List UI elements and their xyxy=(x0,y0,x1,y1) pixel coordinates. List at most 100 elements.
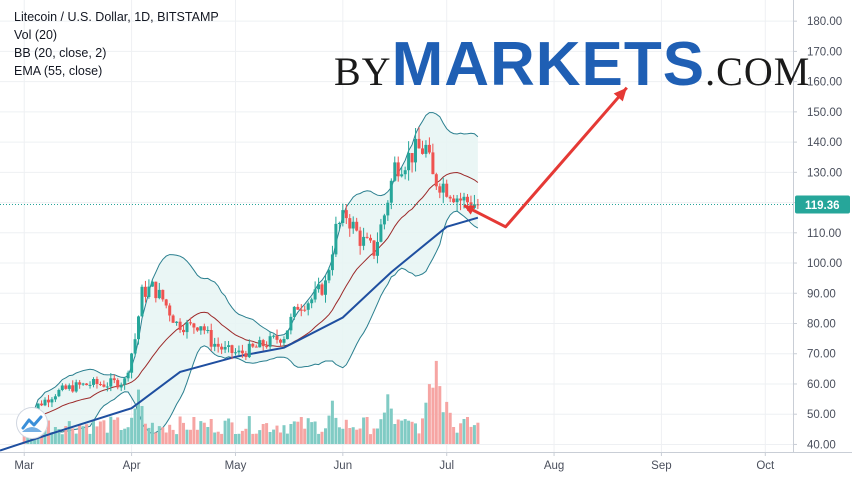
candle xyxy=(337,221,341,232)
volume-bar xyxy=(476,422,480,444)
candle-body xyxy=(317,284,321,290)
forecast-arrowhead xyxy=(613,87,627,102)
volume-bar xyxy=(175,434,179,444)
candle-body xyxy=(164,299,168,306)
candle-body xyxy=(126,372,130,379)
price-tick-label: 100.00 xyxy=(807,258,842,270)
candle-body xyxy=(227,345,231,347)
candle xyxy=(265,341,269,349)
volume-bar xyxy=(441,412,445,444)
candle-body xyxy=(209,330,213,347)
candle xyxy=(60,383,64,392)
candle-body xyxy=(421,148,424,154)
volume-bar xyxy=(116,417,120,444)
candle-body xyxy=(216,343,220,347)
candle xyxy=(317,277,321,293)
candle-body xyxy=(195,327,199,331)
candle-body xyxy=(185,322,189,333)
candle-body xyxy=(254,346,258,348)
candle-body xyxy=(320,284,324,295)
volume-bar xyxy=(247,416,251,444)
legend-symbol[interactable]: Litecoin / U.S. Dollar, 1D, BITSTAMP xyxy=(14,10,219,24)
candle-body xyxy=(140,286,144,317)
volume-bar xyxy=(379,419,383,444)
candle-body xyxy=(282,339,286,343)
candle-body xyxy=(324,280,327,295)
volume-bar xyxy=(192,417,196,444)
bollinger-lower xyxy=(23,210,479,438)
volume-bar xyxy=(393,424,397,444)
volume-bar xyxy=(53,427,57,444)
volume-bar xyxy=(133,408,137,444)
candle-body xyxy=(240,350,244,354)
candle-body xyxy=(389,180,393,203)
time-axis: Mar Apr May Jun Jul Aug Sep Oct xyxy=(0,452,852,482)
price-tick-label: 40.00 xyxy=(807,439,836,451)
candle xyxy=(334,216,338,257)
volume-bar xyxy=(296,421,300,444)
time-tick-label: Aug xyxy=(544,460,564,472)
candle xyxy=(434,172,438,190)
volume-bar xyxy=(216,431,220,444)
candle xyxy=(154,281,158,303)
candle-body xyxy=(102,384,106,387)
time-tick-label: May xyxy=(225,460,247,472)
tradingview-logo-icon[interactable] xyxy=(17,408,47,438)
volume-bar xyxy=(123,428,127,444)
candle-body xyxy=(137,316,140,340)
volume-bar xyxy=(417,433,421,444)
candle xyxy=(438,183,442,199)
volume-bar xyxy=(334,417,338,444)
candle xyxy=(50,397,54,408)
candle-body xyxy=(192,323,196,328)
candle xyxy=(161,289,165,302)
tradingview-logo-glyph xyxy=(21,415,43,432)
legend-bollinger[interactable]: BB (20, close, 2) xyxy=(14,46,107,60)
candle xyxy=(441,177,445,204)
price-tick-label: 180.00 xyxy=(807,16,842,28)
volume-bar xyxy=(50,433,54,444)
candle xyxy=(330,245,334,276)
candle xyxy=(220,343,224,355)
candle-body xyxy=(88,384,92,386)
candle xyxy=(362,227,366,251)
volume-bar xyxy=(272,429,276,444)
candle xyxy=(78,380,82,389)
volume-bar xyxy=(299,417,303,444)
candle-body xyxy=(299,309,303,311)
candle-body xyxy=(133,339,137,354)
candle-body xyxy=(407,153,411,171)
legend-volume[interactable]: Vol (20) xyxy=(14,28,58,42)
volume-bar xyxy=(358,428,362,444)
candle-body xyxy=(247,343,251,358)
time-tick-label: Mar xyxy=(14,460,34,472)
volume-bar xyxy=(161,427,165,444)
forecast-arrow-line xyxy=(463,86,628,229)
candle-body xyxy=(455,198,459,203)
volume-bar xyxy=(313,421,317,444)
price-tick-label: 80.00 xyxy=(807,319,836,331)
candlesticks xyxy=(22,127,480,432)
candle-body xyxy=(279,339,282,343)
bollinger-upper xyxy=(23,112,479,430)
time-tick-label: Sep xyxy=(651,460,671,472)
candle xyxy=(143,280,147,303)
candle xyxy=(268,332,272,350)
last-price-label-bg xyxy=(795,195,850,214)
volume-bar xyxy=(369,434,372,444)
candle xyxy=(126,370,130,382)
legend-ema[interactable]: EMA (55, close) xyxy=(14,64,103,78)
candle-body xyxy=(327,270,331,281)
candle-body xyxy=(92,379,95,385)
candle xyxy=(202,323,206,335)
volume-bar xyxy=(95,426,99,444)
volume-bar xyxy=(137,389,140,444)
candle xyxy=(140,284,144,317)
volume-bar xyxy=(396,419,400,444)
candle-body xyxy=(310,299,314,304)
candle xyxy=(102,380,106,388)
candle xyxy=(244,350,248,360)
candle-body xyxy=(230,345,234,353)
candle-body xyxy=(161,289,165,300)
candle-body xyxy=(57,390,61,397)
